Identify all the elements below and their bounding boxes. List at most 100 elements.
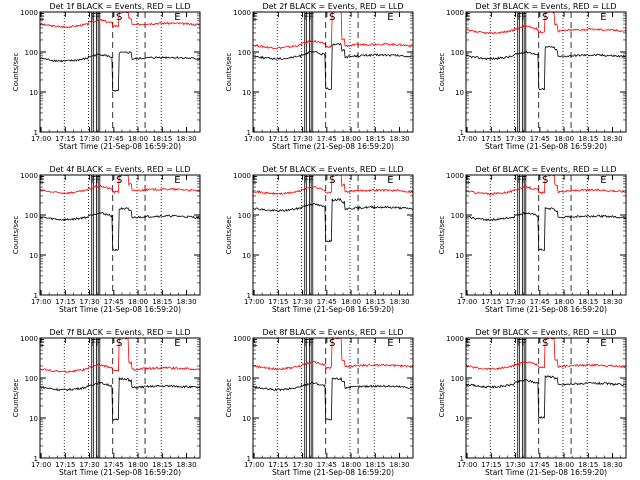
x-tick-label: 17:45: [104, 298, 124, 306]
y-tick-label: 1000: [446, 335, 464, 343]
y-tick-label: 10: [455, 252, 464, 260]
series-line-black-events: [39, 207, 201, 251]
x-tick-label: 17:30: [505, 461, 525, 469]
x-tick-label: 17:00: [457, 461, 477, 469]
x-tick-label: 17:45: [317, 135, 337, 143]
x-tick-label: 18:00: [128, 461, 148, 469]
y-tick-label: 100: [238, 49, 251, 57]
x-tick-label: 17:45: [530, 135, 550, 143]
x-tick-label: 18:30: [602, 135, 622, 143]
plot-frame: [39, 174, 201, 296]
x-tick-label: 17:15: [268, 135, 288, 143]
x-tick-label: 18:30: [176, 135, 196, 143]
event-marker-label: E: [464, 338, 470, 349]
y-tick-label: 1000: [20, 172, 38, 180]
y-axis-label: Counts/sec: [225, 216, 233, 255]
event-marker-label: F: [90, 338, 96, 349]
y-axis-label: Counts/sec: [438, 53, 446, 92]
x-tick-label: 18:30: [602, 298, 622, 306]
y-tick-label: 100: [451, 49, 464, 57]
y-tick-label: 1: [34, 455, 38, 463]
y-tick-label: 10: [242, 415, 251, 423]
y-tick-label: 1: [34, 129, 38, 137]
y-tick-label: 1000: [233, 335, 251, 343]
y-axis-label: Counts/sec: [12, 216, 20, 255]
x-axis-label: Start Time (21-Sep-08 16:59:20): [485, 142, 607, 151]
event-marker-label: F: [90, 175, 96, 186]
event-marker-label: F: [308, 338, 314, 349]
chart-title: Det 2f BLACK = Events, RED = LLD: [262, 2, 403, 11]
x-tick-label: 18:15: [365, 461, 385, 469]
x-tick-label: 18:00: [128, 298, 148, 306]
event-marker-label: F: [308, 175, 314, 186]
y-tick-label: 1: [34, 292, 38, 300]
plot-frame: [465, 337, 627, 459]
event-marker-label: S: [116, 175, 122, 186]
event-marker-label: F: [521, 175, 527, 186]
y-tick-label: 10: [455, 89, 464, 97]
event-marker-label: S: [542, 175, 548, 186]
x-tick-label: 17:30: [292, 135, 312, 143]
y-tick-label: 10: [29, 89, 38, 97]
x-tick-label: 17:00: [457, 135, 477, 143]
x-tick-label: 17:45: [530, 461, 550, 469]
event-marker-label: F: [521, 338, 527, 349]
event-marker-label: E: [38, 12, 44, 23]
event-marker-label: F: [308, 12, 314, 23]
x-tick-label: 18:00: [554, 461, 574, 469]
y-tick-label: 10: [455, 415, 464, 423]
event-marker-label: S: [329, 338, 335, 349]
chart-title: Det 8f BLACK = Events, RED = LLD: [262, 328, 403, 337]
y-axis-label: Counts/sec: [12, 53, 20, 92]
x-tick-label: 17:15: [55, 135, 75, 143]
x-tick-label: 18:00: [341, 461, 361, 469]
x-axis-label: Start Time (21-Sep-08 16:59:20): [272, 468, 394, 477]
event-marker-label: E: [251, 12, 257, 23]
x-axis-label: Start Time (21-Sep-08 16:59:20): [485, 305, 607, 314]
event-marker-label: S: [329, 175, 335, 186]
x-tick-label: 17:00: [244, 135, 264, 143]
plot-frame: [39, 11, 201, 133]
y-axis-label: Counts/sec: [225, 379, 233, 418]
event-marker-label: E: [174, 175, 180, 186]
event-marker-label: E: [251, 175, 257, 186]
x-tick-label: 17:45: [530, 298, 550, 306]
chart-title: Det 1f BLACK = Events, RED = LLD: [49, 2, 190, 11]
event-marker-label: E: [174, 338, 180, 349]
event-marker-label: E: [174, 12, 180, 23]
event-marker-label: E: [251, 338, 257, 349]
plot-frame: [252, 11, 414, 133]
x-tick-label: 18:30: [389, 135, 409, 143]
y-tick-label: 100: [451, 375, 464, 383]
x-axis-label: Start Time (21-Sep-08 16:59:20): [59, 468, 181, 477]
x-tick-label: 17:15: [268, 461, 288, 469]
y-tick-label: 1: [460, 455, 464, 463]
y-tick-label: 1000: [233, 9, 251, 17]
plot-frame: [39, 337, 201, 459]
x-tick-label: 17:45: [104, 135, 124, 143]
event-marker-label: F: [95, 12, 101, 23]
x-tick-label: 18:15: [578, 461, 598, 469]
event-marker-label: E: [600, 12, 606, 23]
event-marker-label: S: [116, 12, 122, 23]
event-marker-label: S: [542, 338, 548, 349]
series-line-black-events: [40, 376, 201, 421]
x-tick-label: 17:30: [505, 298, 525, 306]
x-axis-label: Start Time (21-Sep-08 16:59:20): [485, 468, 607, 477]
x-tick-label: 17:45: [317, 461, 337, 469]
x-tick-label: 17:00: [457, 298, 477, 306]
y-tick-label: 100: [238, 212, 251, 220]
series-line-black-events: [252, 197, 414, 243]
x-tick-label: 17:30: [79, 135, 99, 143]
y-axis-label: Counts/sec: [438, 379, 446, 418]
event-marker-label: F: [521, 12, 527, 23]
y-tick-label: 1: [460, 292, 464, 300]
y-tick-label: 10: [29, 252, 38, 260]
x-tick-label: 17:00: [31, 461, 51, 469]
x-tick-label: 17:30: [292, 298, 312, 306]
